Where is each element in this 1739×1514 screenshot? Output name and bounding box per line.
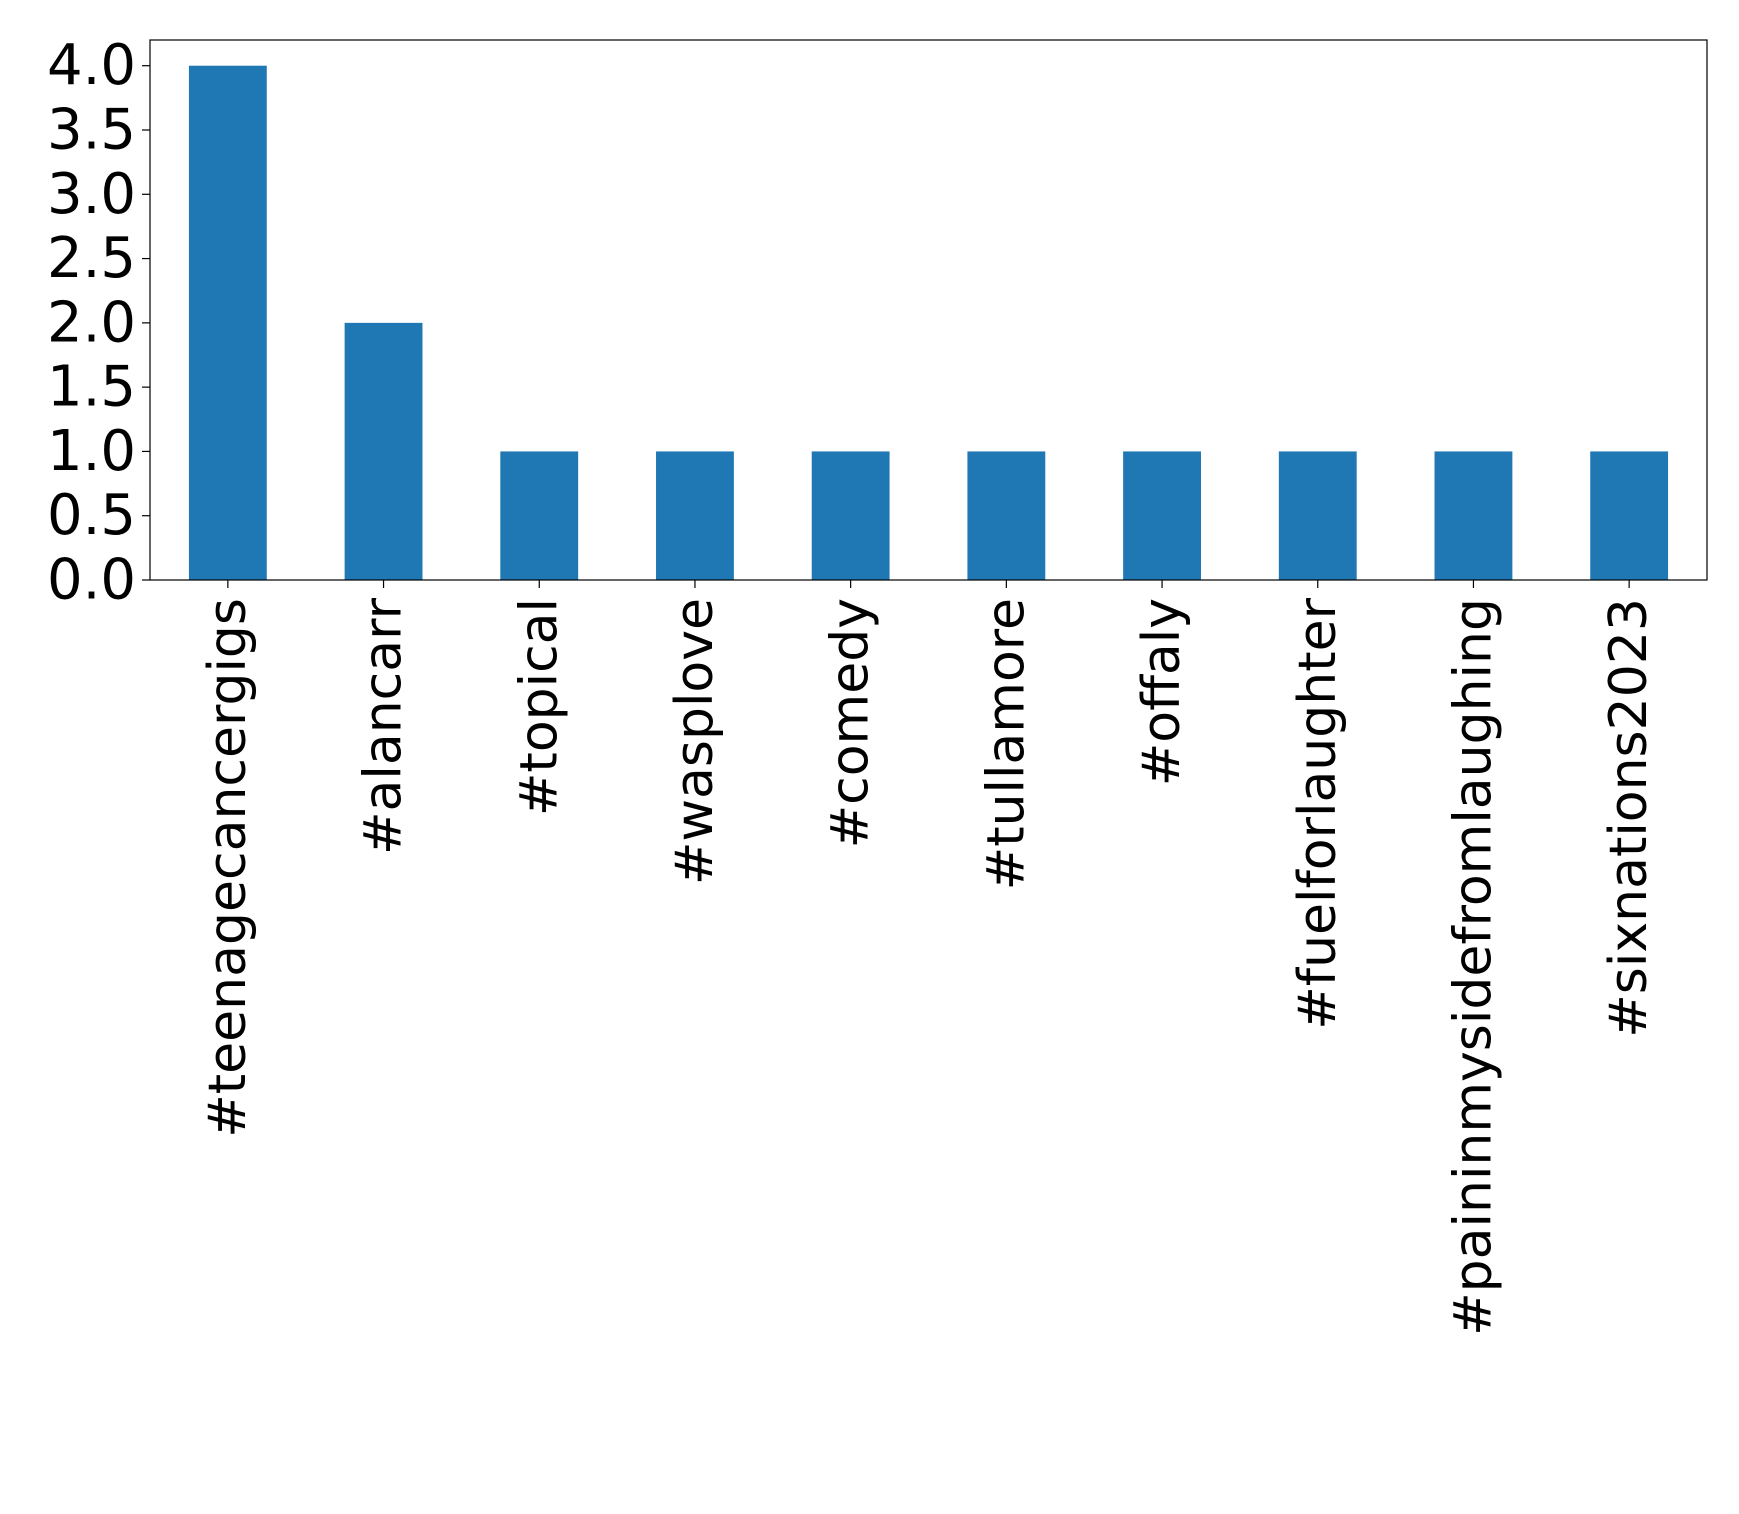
y-tick-label: 2.5 bbox=[47, 226, 136, 291]
x-tick-label: #wasplove bbox=[665, 598, 725, 885]
y-tick-label: 3.5 bbox=[47, 98, 136, 163]
bar bbox=[1590, 451, 1669, 580]
bar bbox=[500, 451, 579, 580]
bar bbox=[967, 451, 1046, 580]
bar bbox=[188, 65, 267, 580]
x-tick-label: #comedy bbox=[821, 598, 881, 848]
x-tick-label: #topical bbox=[509, 598, 569, 816]
y-tick-label: 1.5 bbox=[47, 355, 136, 420]
bar bbox=[811, 451, 890, 580]
bar bbox=[1434, 451, 1513, 580]
x-tick-label: #alancarr bbox=[354, 597, 414, 855]
x-tick-label: #sixnations2023 bbox=[1599, 598, 1659, 1038]
y-tick-label: 0.5 bbox=[47, 483, 136, 548]
y-axis: 0.00.51.01.52.02.53.03.54.0 bbox=[47, 33, 150, 613]
x-tick-label: #fuelforlaughter bbox=[1288, 597, 1348, 1029]
bar bbox=[344, 322, 423, 580]
y-tick-label: 4.0 bbox=[47, 33, 136, 98]
plot-frame bbox=[149, 39, 1708, 581]
y-tick-label: 1.0 bbox=[47, 419, 136, 484]
y-tick-label: 2.0 bbox=[47, 290, 136, 355]
x-tick-label: #teenagecancergigs bbox=[198, 598, 258, 1138]
bar bbox=[656, 451, 734, 580]
bar bbox=[1278, 451, 1357, 580]
x-tick-label: #paininmysidefromlaughing bbox=[1443, 598, 1503, 1336]
bar bbox=[1123, 451, 1201, 580]
x-axis: #teenagecancergigs #alancarr #topical #wasp… bbox=[198, 580, 1659, 1336]
y-tick-label: 0.0 bbox=[47, 548, 136, 613]
x-tick-label: #offaly bbox=[1132, 598, 1192, 786]
x-tick-label: #tullamore bbox=[976, 598, 1036, 890]
y-tick-label: 3.0 bbox=[47, 162, 136, 227]
bars-layer bbox=[188, 65, 1669, 580]
